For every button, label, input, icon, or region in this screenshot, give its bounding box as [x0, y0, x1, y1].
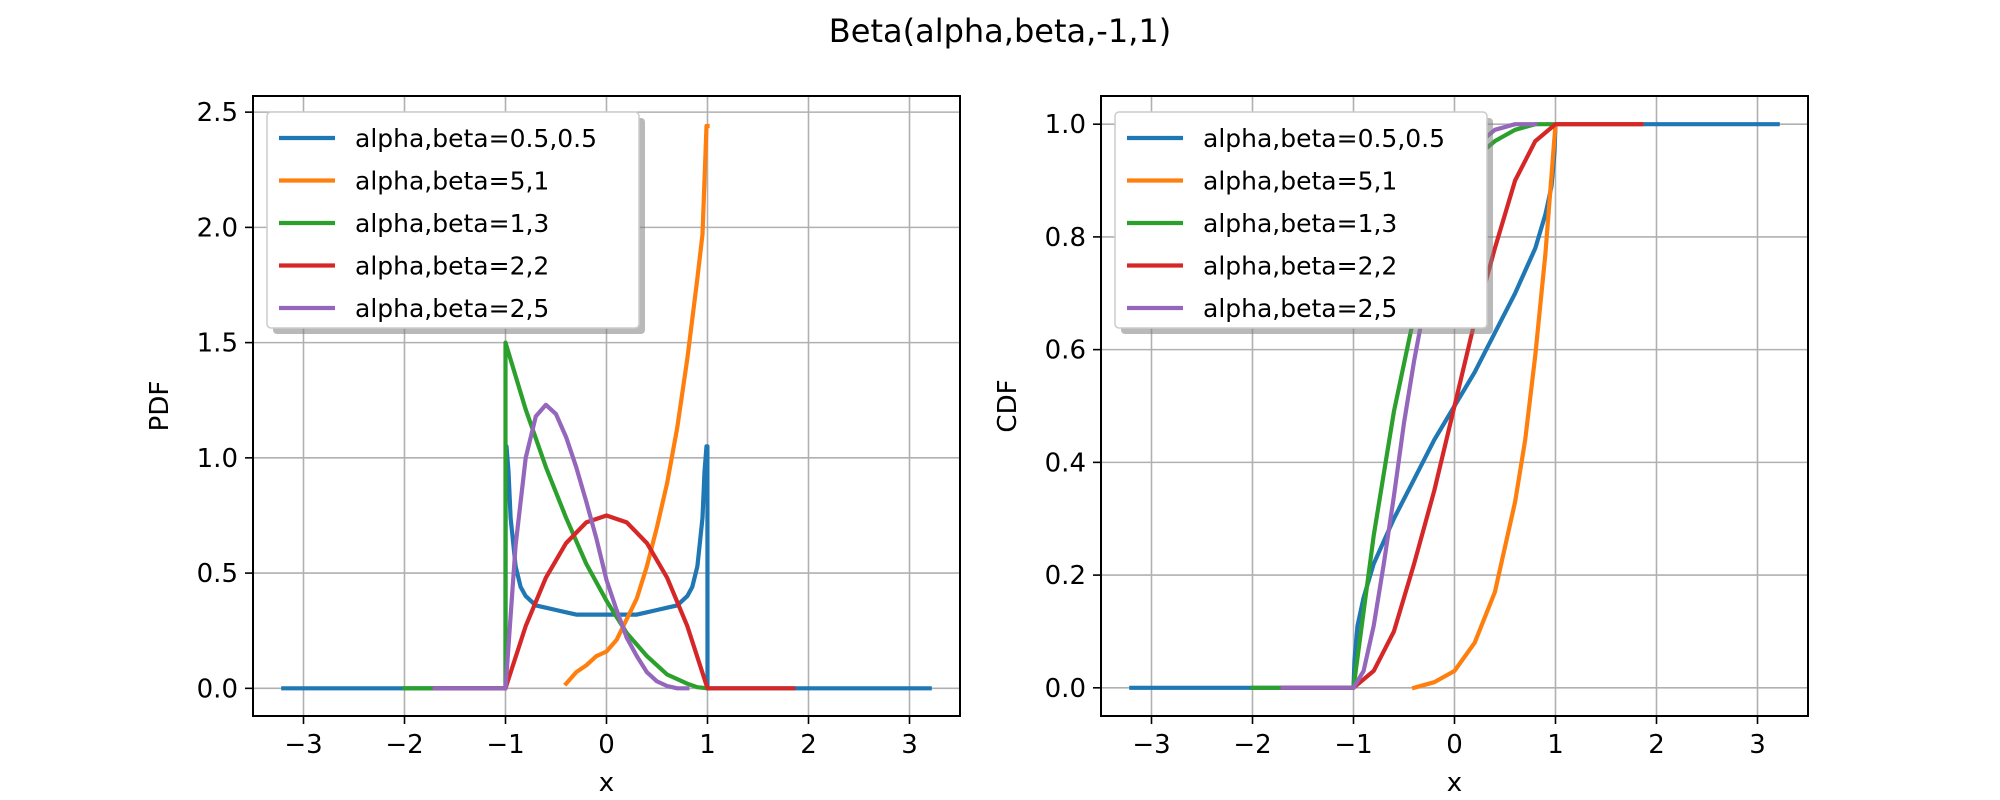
- cdf-y-tick-label: 0.6: [1045, 336, 1086, 366]
- pdf-x-axis-label: x: [599, 768, 614, 798]
- cdf-legend-label-4: alpha,beta=2,5: [1203, 294, 1397, 323]
- cdf-x-tick-label: −2: [1233, 730, 1271, 760]
- cdf-y-tick-label: 0.8: [1045, 223, 1086, 253]
- pdf-x-tick-label: 2: [800, 730, 817, 760]
- cdf-series-line-3: [1280, 122, 1644, 690]
- cdf-y-tick-label: 0.0: [1045, 674, 1086, 704]
- pdf-legend-box: [266, 111, 640, 329]
- pdf-x-tick-label: 1: [699, 730, 716, 760]
- pdf-series-line-3: [432, 513, 796, 691]
- figure-title: Beta(alpha,beta,-1,1): [829, 12, 1171, 50]
- cdf-y-tick-label: 0.4: [1045, 448, 1086, 478]
- pdf-y-tick-label: 1.5: [197, 329, 238, 359]
- cdf-x-tick-label: −1: [1334, 730, 1372, 760]
- cdf-y-tick-label: 0.2: [1045, 561, 1086, 591]
- cdf-x-tick-label: 2: [1648, 730, 1665, 760]
- cdf-legend: alpha,beta=0.5,0.5 alpha,beta=5,1 alpha,be…: [1114, 111, 1493, 334]
- pdf-series-line-0: [281, 444, 932, 691]
- cdf-chart: −3 −2 −1 0 1 2 3 0.0 0.2 0.4 0.6 0.8 1.0 x CDF alpha,be…: [993, 95, 1809, 798]
- pdf-y-tick-label: 0.0: [197, 674, 238, 704]
- pdf-series-line-2: [402, 340, 710, 691]
- pdf-x-tick-label: −1: [486, 730, 524, 760]
- pdf-x-tick-label: −2: [385, 730, 423, 760]
- pdf-y-tick-label: 0.5: [197, 559, 238, 589]
- cdf-x-tick-label: 0: [1446, 730, 1463, 760]
- pdf-series-line-4: [432, 402, 690, 691]
- cdf-x-tick-label: −3: [1132, 730, 1170, 760]
- cdf-x-tick-label: 1: [1547, 730, 1564, 760]
- pdf-y-tick-label: 2.0: [197, 213, 238, 243]
- pdf-y-tick-label: 2.5: [197, 98, 238, 128]
- pdf-legend-label-0: alpha,beta=0.5,0.5: [355, 124, 597, 153]
- cdf-legend-label-0: alpha,beta=0.5,0.5: [1203, 124, 1445, 153]
- pdf-legend-label-1: alpha,beta=5,1: [355, 167, 549, 196]
- cdf-x-axis-label: x: [1447, 768, 1462, 798]
- pdf-x-tick-label: 3: [901, 730, 918, 760]
- cdf-x-tick-label: 3: [1749, 730, 1766, 760]
- cdf-series-line-1: [1411, 122, 1644, 691]
- pdf-x-tick-label: 0: [598, 730, 615, 760]
- cdf-legend-label-3: alpha,beta=2,2: [1203, 252, 1397, 281]
- cdf-legend-box: [1114, 111, 1488, 329]
- cdf-legend-label-1: alpha,beta=5,1: [1203, 167, 1397, 196]
- cdf-legend-label-2: alpha,beta=1,3: [1203, 209, 1397, 238]
- pdf-x-tick-label: −3: [284, 730, 322, 760]
- pdf-legend-label-4: alpha,beta=2,5: [355, 294, 549, 323]
- pdf-y-axis-label: PDF: [145, 381, 175, 432]
- cdf-y-tick-label: 1.0: [1045, 110, 1086, 140]
- pdf-legend: alpha,beta=0.5,0.5 alpha,beta=5,1 alpha,be…: [266, 111, 645, 334]
- pdf-series-line-1: [563, 123, 710, 687]
- pdf-y-tick-label: 1.0: [197, 444, 238, 474]
- cdf-y-axis-label: CDF: [993, 379, 1023, 432]
- pdf-legend-label-3: alpha,beta=2,2: [355, 252, 549, 281]
- pdf-chart: −3 −2 −1 0 1 2 3 0.0 0.5 1.0 1.5 2.0 2.5 x PDF alpha,be…: [145, 95, 961, 798]
- pdf-legend-label-2: alpha,beta=1,3: [355, 209, 549, 238]
